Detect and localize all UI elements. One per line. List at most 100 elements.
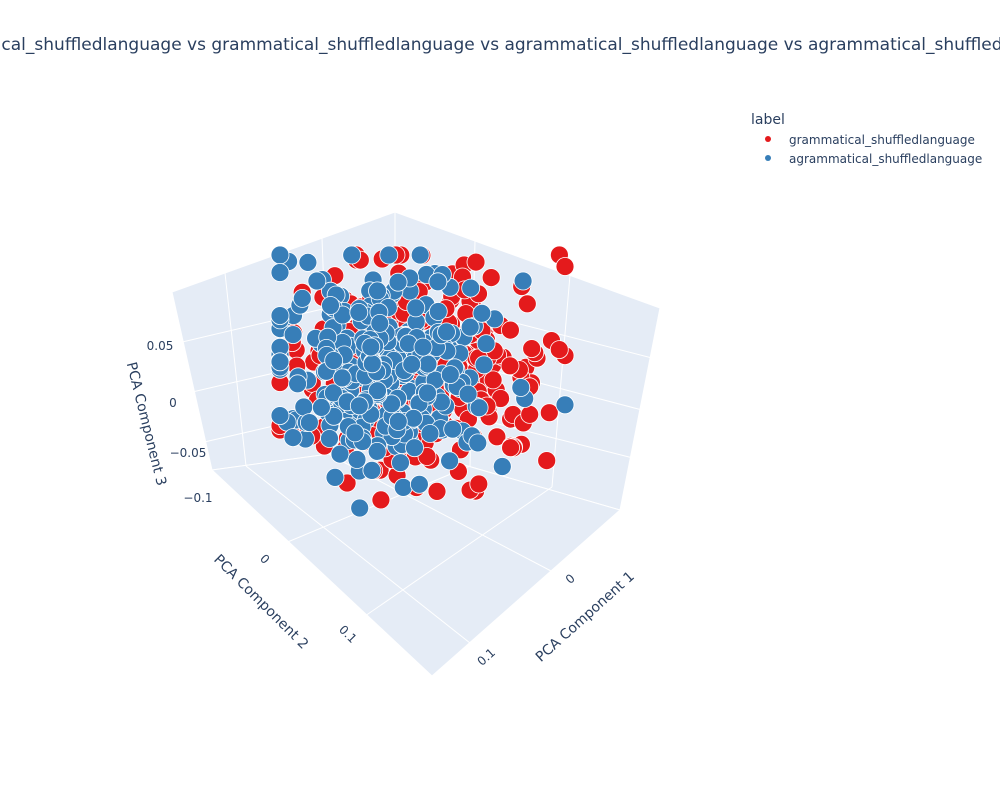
data-point-agrammatical[interactable] <box>440 451 460 471</box>
data-point-grammatical[interactable] <box>427 481 447 501</box>
data-point-agrammatical[interactable] <box>368 281 387 301</box>
data-point-agrammatical[interactable] <box>283 428 303 448</box>
data-point-agrammatical[interactable] <box>362 460 382 480</box>
data-point-agrammatical[interactable] <box>443 419 463 439</box>
y-tick-label: 0 <box>257 552 272 567</box>
data-point-agrammatical[interactable] <box>474 355 494 375</box>
data-point-agrammatical[interactable] <box>418 354 438 374</box>
data-point-agrammatical[interactable] <box>349 396 369 416</box>
data-point-agrammatical[interactable] <box>270 306 290 326</box>
data-point-agrammatical[interactable] <box>270 406 290 426</box>
data-point-agrammatical[interactable] <box>460 317 480 337</box>
data-point-agrammatical[interactable] <box>461 278 481 298</box>
data-point-grammatical[interactable] <box>481 268 501 288</box>
data-point-agrammatical[interactable] <box>413 337 433 357</box>
data-point-agrammatical[interactable] <box>410 245 430 265</box>
data-point-agrammatical[interactable] <box>342 245 362 265</box>
data-point-agrammatical[interactable] <box>311 397 331 417</box>
data-point-agrammatical[interactable] <box>370 313 390 333</box>
data-point-grammatical[interactable] <box>469 474 489 494</box>
data-point-agrammatical[interactable] <box>437 322 456 342</box>
data-point-agrammatical[interactable] <box>428 302 448 321</box>
data-point-agrammatical[interactable] <box>345 423 365 443</box>
data-point-agrammatical[interactable] <box>406 298 426 318</box>
data-point-agrammatical[interactable] <box>476 334 496 354</box>
z-tick-label: 0 <box>169 396 177 410</box>
data-point-agrammatical[interactable] <box>361 337 381 357</box>
data-point-agrammatical[interactable] <box>349 302 369 322</box>
x-axis-title: PCA Component 1 <box>533 569 638 666</box>
data-point-agrammatical[interactable] <box>388 412 408 431</box>
data-point-agrammatical[interactable] <box>472 303 492 323</box>
z-tick-label: 0.05 <box>147 339 174 353</box>
data-point-agrammatical[interactable] <box>324 351 344 370</box>
legend: label grammatical_shuffledlanguage agram… <box>751 112 982 166</box>
data-point-agrammatical[interactable] <box>469 398 489 418</box>
legend-item-grammatical[interactable]: grammatical_shuffledlanguage <box>765 133 975 147</box>
data-point-agrammatical[interactable] <box>468 433 488 453</box>
data-point-agrammatical[interactable] <box>511 378 531 397</box>
data-point-agrammatical[interactable] <box>362 354 382 374</box>
legend-item-agrammatical[interactable]: agrammatical_shuffledlanguage <box>765 152 982 166</box>
data-point-agrammatical[interactable] <box>555 395 575 415</box>
data-point-agrammatical[interactable] <box>325 467 345 487</box>
data-point-grammatical[interactable] <box>500 320 520 340</box>
data-point-grammatical[interactable] <box>371 490 391 510</box>
data-point-agrammatical[interactable] <box>270 352 290 372</box>
data-point-agrammatical[interactable] <box>288 374 308 394</box>
data-point-grammatical[interactable] <box>522 339 542 359</box>
legend-title: label <box>751 112 785 128</box>
z-axis-title: PCA Component 3 <box>123 361 169 488</box>
data-point-grammatical[interactable] <box>549 340 569 360</box>
data-point-agrammatical[interactable] <box>292 288 312 308</box>
data-point-agrammatical[interactable] <box>458 384 478 404</box>
data-point-agrammatical[interactable] <box>418 383 437 403</box>
data-point-grammatical[interactable] <box>487 427 507 447</box>
data-point-grammatical[interactable] <box>500 356 520 376</box>
data-point-agrammatical[interactable] <box>368 381 387 401</box>
data-point-grammatical[interactable] <box>483 370 503 390</box>
data-point-agrammatical[interactable] <box>404 408 423 428</box>
data-point-agrammatical[interactable] <box>330 444 350 464</box>
data-point-grammatical[interactable] <box>555 257 575 276</box>
data-point-agrammatical[interactable] <box>440 365 460 385</box>
data-point-agrammatical[interactable] <box>388 272 408 292</box>
data-point-grammatical[interactable] <box>520 404 540 424</box>
data-point-agrammatical[interactable] <box>350 498 370 518</box>
data-point-agrammatical[interactable] <box>323 383 343 403</box>
y-axis-title: PCA Component 2 <box>210 552 311 653</box>
x-tick-label: 0.1 <box>475 645 499 668</box>
data-point-agrammatical[interactable] <box>405 438 424 458</box>
data-point-agrammatical[interactable] <box>332 368 352 388</box>
data-point-agrammatical[interactable] <box>393 477 413 497</box>
data-point-agrammatical[interactable] <box>320 429 339 448</box>
data-point-agrammatical[interactable] <box>347 450 367 469</box>
legend-label: grammatical_shuffledlanguage <box>789 133 975 147</box>
z-tick-label: −0.05 <box>170 446 207 460</box>
data-point-agrammatical[interactable] <box>391 453 410 473</box>
data-point-agrammatical[interactable] <box>428 272 448 292</box>
data-point-grammatical[interactable] <box>517 294 537 314</box>
data-point-agrammatical[interactable] <box>409 474 429 494</box>
data-point-agrammatical[interactable] <box>379 245 399 265</box>
data-point-agrammatical[interactable] <box>270 245 290 265</box>
data-point-agrammatical[interactable] <box>420 424 440 443</box>
data-point-grammatical[interactable] <box>537 451 557 471</box>
data-point-grammatical[interactable] <box>466 252 486 272</box>
data-point-agrammatical[interactable] <box>283 325 303 345</box>
data-point-agrammatical[interactable] <box>299 413 319 433</box>
data-point-agrammatical[interactable] <box>307 271 327 291</box>
data-point-agrammatical[interactable] <box>298 252 318 272</box>
data-point-agrammatical[interactable] <box>321 296 340 315</box>
data-point-agrammatical[interactable] <box>270 263 290 282</box>
legend-marker <box>765 136 771 142</box>
x-tick-label: 0 <box>563 571 578 587</box>
data-point-grammatical[interactable] <box>501 438 521 458</box>
data-point-grammatical[interactable] <box>539 403 559 423</box>
data-point-agrammatical[interactable] <box>513 271 533 291</box>
data-point-agrammatical[interactable] <box>382 394 402 414</box>
data-point-agrammatical[interactable] <box>492 457 512 476</box>
data-point-agrammatical[interactable] <box>367 441 387 461</box>
data-point-agrammatical[interactable] <box>402 354 422 374</box>
